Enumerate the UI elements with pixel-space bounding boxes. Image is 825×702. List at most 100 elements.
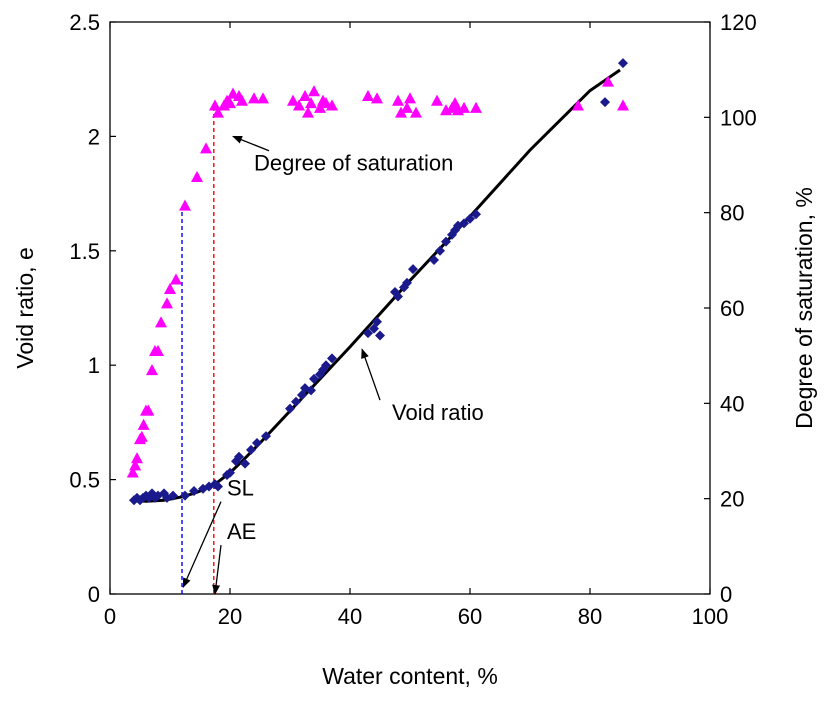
saturation-point bbox=[308, 85, 320, 97]
annotation-arrow bbox=[182, 501, 222, 589]
void-ratio-point bbox=[252, 437, 262, 448]
reference-lines bbox=[181, 106, 215, 594]
saturation-point bbox=[293, 99, 305, 111]
saturation-point bbox=[248, 92, 260, 104]
y-right-tick-label: 20 bbox=[720, 487, 744, 512]
y-right-tick-label: 100 bbox=[720, 105, 757, 130]
void-ratio-point bbox=[285, 403, 295, 414]
x-tick-label: 40 bbox=[338, 604, 362, 629]
saturation-point bbox=[371, 92, 383, 104]
void-ratio-point bbox=[261, 431, 271, 442]
x-tick-label: 100 bbox=[692, 604, 729, 629]
void-ratio-point bbox=[363, 328, 373, 339]
y-left-tick-label: 1 bbox=[88, 353, 100, 378]
saturation-point bbox=[395, 106, 407, 118]
y-axis-left-title: Void ratio, e bbox=[12, 247, 38, 368]
void-ratio-point bbox=[291, 396, 301, 407]
annotation-arrow bbox=[212, 545, 222, 595]
saturation-point bbox=[135, 430, 148, 442]
saturation-point bbox=[164, 282, 176, 295]
x-tick-label: 0 bbox=[104, 604, 116, 629]
void-ratio-point bbox=[429, 254, 439, 265]
void-ratio-point bbox=[246, 444, 256, 455]
void-ratio-point bbox=[321, 360, 331, 371]
saturation-point bbox=[126, 466, 139, 478]
void-ratio-point bbox=[393, 291, 403, 302]
void-ratio-point bbox=[234, 451, 244, 462]
saturation-point bbox=[236, 94, 248, 106]
saturation-point bbox=[155, 316, 167, 328]
annotation-label: Degree of saturation bbox=[254, 151, 453, 176]
saturation-point bbox=[431, 94, 443, 106]
saturation-point bbox=[129, 459, 142, 471]
annotation-arrow bbox=[232, 135, 270, 152]
saturation-point bbox=[200, 142, 212, 154]
saturation-point bbox=[191, 170, 203, 183]
saturation-point bbox=[161, 297, 173, 309]
void-ratio-point bbox=[213, 481, 223, 492]
y-left-tick-label: 2 bbox=[88, 124, 100, 149]
saturation-point bbox=[314, 101, 326, 113]
saturation-point bbox=[257, 92, 269, 104]
void-ratio-point bbox=[180, 490, 190, 501]
y-left-tick-label: 2.5 bbox=[69, 10, 100, 35]
y-left-tick-label: 0.5 bbox=[69, 468, 100, 493]
void-ratio-point bbox=[408, 264, 418, 275]
x-axis-title: Water content, % bbox=[322, 663, 498, 689]
saturation-point bbox=[410, 106, 422, 118]
saturation-point bbox=[299, 89, 311, 101]
void-ratio-point bbox=[309, 373, 319, 384]
void-ratio-point bbox=[618, 58, 628, 69]
y-right-tick-label: 40 bbox=[720, 391, 744, 416]
void-ratio-point bbox=[240, 458, 250, 469]
saturation-point bbox=[305, 97, 317, 109]
saturation-point bbox=[617, 99, 629, 111]
saturation-point bbox=[179, 199, 191, 211]
void-ratio-point bbox=[168, 490, 178, 501]
void-ratio-point bbox=[459, 218, 469, 229]
void-ratio-point bbox=[327, 353, 337, 364]
y-right-tick-label: 80 bbox=[720, 201, 744, 226]
saturation-point bbox=[392, 94, 404, 106]
saturation-point bbox=[152, 344, 164, 356]
void-ratio-point bbox=[189, 486, 199, 497]
saturation-point bbox=[212, 106, 224, 118]
void-ratio-point bbox=[435, 245, 445, 256]
saturation-point bbox=[137, 418, 150, 430]
x-tick-label: 60 bbox=[458, 604, 482, 629]
annotation-label: AE bbox=[227, 519, 256, 544]
saturation-point bbox=[404, 92, 416, 104]
y-right-tick-label: 0 bbox=[720, 582, 732, 607]
annotation-label: Void ratio bbox=[392, 400, 484, 425]
y-left-tick-label: 1.5 bbox=[69, 239, 100, 264]
saturation-point bbox=[170, 273, 182, 285]
annotation-label: SL bbox=[227, 476, 254, 501]
x-tick-label: 20 bbox=[218, 604, 242, 629]
x-tick-label: 80 bbox=[578, 604, 602, 629]
void-ratio-point bbox=[465, 213, 475, 224]
y-axis-right-title: Degree of saturation, % bbox=[791, 187, 817, 429]
saturation-point bbox=[224, 97, 236, 109]
saturation-point bbox=[362, 89, 374, 101]
saturation-point bbox=[602, 75, 614, 87]
saturation-point bbox=[572, 99, 584, 111]
void-ratio-trend-line bbox=[130, 68, 621, 503]
void-ratio-point bbox=[375, 330, 385, 341]
saturation-point bbox=[131, 452, 143, 464]
void-ratio-point bbox=[471, 209, 481, 220]
annotations: Degree of saturation Void ratio SL AE bbox=[182, 135, 484, 595]
void-ratio-point bbox=[402, 277, 412, 288]
void-ratio-point bbox=[372, 316, 382, 327]
y-right-tick-label: 120 bbox=[720, 10, 757, 35]
data-points bbox=[126, 58, 629, 506]
saturation-point bbox=[401, 101, 413, 113]
saturation-point bbox=[302, 106, 314, 118]
y-right-tick-label: 60 bbox=[720, 296, 744, 321]
void-ratio-point bbox=[441, 236, 451, 247]
saturation-point bbox=[287, 94, 299, 106]
void-ratio-fit-line bbox=[130, 68, 621, 503]
void-ratio-point bbox=[600, 97, 610, 108]
y-left-tick-label: 0 bbox=[88, 582, 100, 607]
